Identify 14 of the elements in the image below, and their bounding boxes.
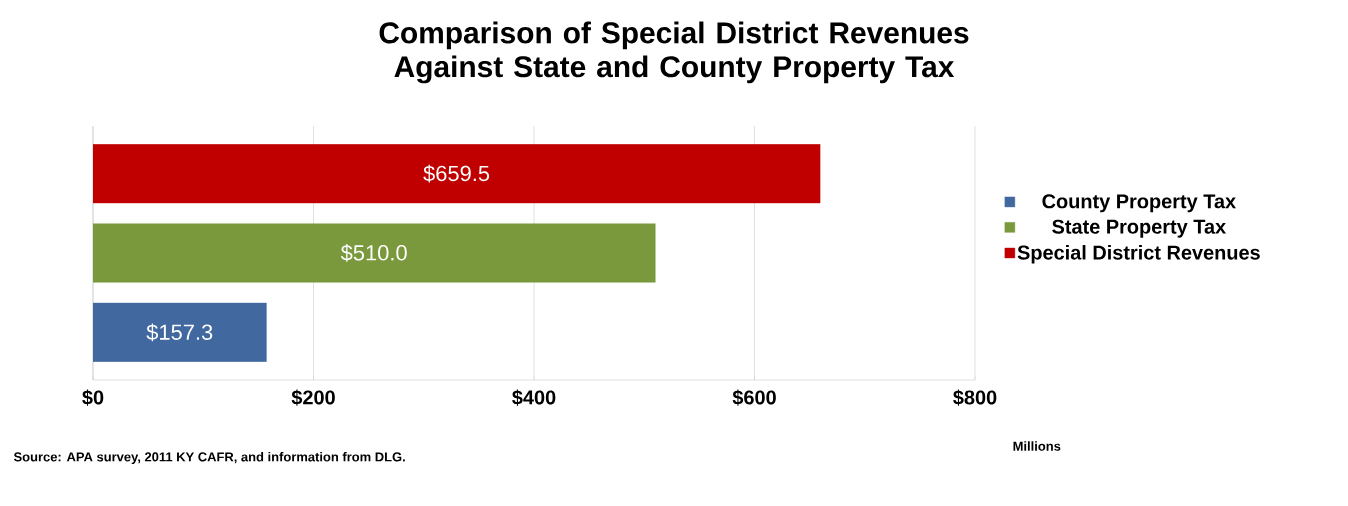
data-label: $659.5 — [423, 164, 490, 183]
x-tick-label: $400 — [512, 389, 556, 406]
legend-label: County Property Tax — [1042, 194, 1236, 213]
data-label: $510.0 — [340, 244, 407, 262]
x-tick-label: $600 — [732, 389, 776, 406]
source-note: Source: APA survey, 2011 KY CAFR, and information from DLG. — [13, 451, 405, 465]
legend-label: Special District Revenues — [1017, 245, 1260, 264]
legend-label: State Property Tax — [1052, 219, 1227, 238]
x-tick-label: $800 — [953, 389, 997, 406]
x-axis-title: Millions — [1013, 441, 1061, 451]
x-tick-label: $0 — [82, 389, 104, 406]
x-tick-label: $200 — [291, 389, 335, 406]
data-label: $157.3 — [146, 323, 213, 342]
chart-title: Comparison of Special District Revenues Against State and County Property Tax — [379, 21, 969, 84]
